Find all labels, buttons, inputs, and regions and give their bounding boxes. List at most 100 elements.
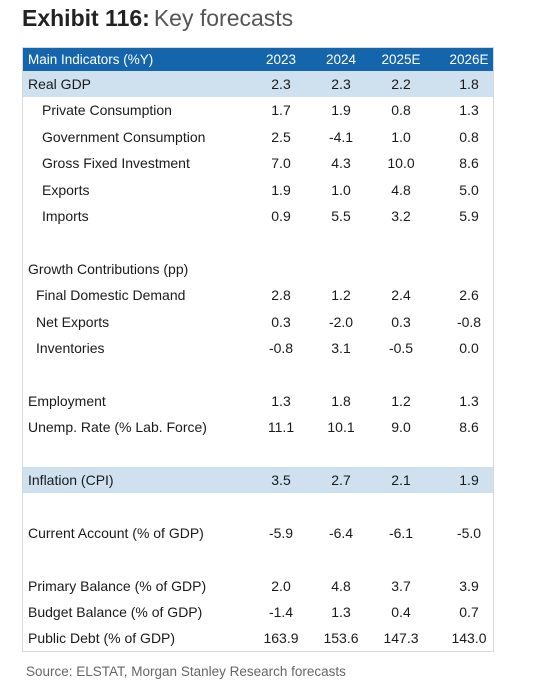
table-row: Private Consumption 1.7 1.9 0.8 1.3 (23, 97, 493, 123)
value-cell: 2.8 (271, 287, 291, 304)
forecast-table: Main Indicators (%Y) 2023 2024 2025E 2026E Re… (22, 47, 494, 652)
row-label: Gross Fixed Investment (42, 155, 190, 172)
row-label: Final Domestic Demand (36, 287, 186, 304)
value-cell: 2.3 (271, 76, 291, 92)
value-cell: 2.2 (391, 76, 411, 92)
value-cell: 2.0 (271, 577, 291, 594)
value-cell: 1.0 (331, 181, 351, 198)
value-cell: 0.0 (459, 340, 479, 356)
value-cell: 3.7 (391, 577, 411, 594)
value-cell: 5.0 (459, 181, 479, 198)
table-row: Gross Fixed Investment 7.0 4.3 10.0 8.6 (23, 150, 493, 176)
value-cell: 0.9 (271, 208, 291, 224)
row-label: Unemp. Rate (% Lab. Force) (28, 419, 207, 436)
value-cell: 1.9 (271, 181, 291, 198)
row-label: Current Account (% of GDP) (28, 524, 204, 541)
value-cell: 147.3 (383, 630, 419, 647)
value-cell: 3.1 (331, 340, 351, 356)
row-label: Inventories (36, 340, 105, 356)
value-cell: 1.3 (459, 392, 479, 409)
value-cell: 2.4 (391, 287, 411, 304)
exhibit-title: Key forecasts (153, 5, 294, 31)
value-cell: 2.3 (331, 76, 351, 92)
table-row: Unemp. Rate (% Lab. Force) 11.1 10.1 9.0 8.6 (23, 414, 493, 440)
value-cell: 11.1 (267, 419, 295, 436)
value-cell: 143.0 (451, 630, 487, 647)
value-cell: 8.6 (459, 155, 479, 172)
value-cell: 4.3 (331, 155, 351, 172)
value-cell: 10.1 (327, 419, 355, 436)
value-cell: -1.4 (268, 604, 294, 620)
table-row: Real GDP 2.3 2.3 2.2 1.8 (23, 71, 493, 98)
table-row: Public Debt (% of GDP) 163.9 153.6 147.3 143… (23, 625, 493, 651)
value-cell: 0.3 (391, 313, 411, 330)
value-cell: -0.8 (268, 340, 294, 356)
value-cell: 7.0 (271, 155, 291, 172)
column-header: 2023 (265, 52, 297, 67)
value-cell: 8.6 (459, 419, 479, 436)
value-cell: 153.6 (323, 630, 359, 647)
value-cell: 1.2 (331, 287, 351, 304)
value-cell: 1.3 (459, 102, 479, 119)
title: Exhibit 116: Key forecasts (22, 4, 293, 32)
value-cell: 1.8 (459, 76, 479, 92)
table-row: Inflation (CPI) 3.5 2.7 2.1 1.9 (23, 467, 493, 494)
value-cell: 5.5 (331, 208, 351, 224)
value-cell: 163.9 (263, 630, 299, 647)
value-cell: 1.9 (459, 472, 479, 488)
value-cell: 4.8 (391, 181, 411, 198)
row-label: Employment (28, 392, 106, 409)
row-label: Budget Balance (% of GDP) (28, 604, 203, 620)
value-cell: 0.3 (271, 313, 291, 330)
table-row: Net Exports 0.3 -2.0 0.3 -0.8 (23, 309, 493, 335)
row-label: Growth Contributions (pp) (28, 260, 189, 277)
column-header: 2025E (381, 52, 421, 67)
table-row: Current Account (% of GDP) -5.9 -6.4 -6.1 -5… (23, 520, 493, 546)
value-cell: -6.4 (328, 524, 354, 541)
value-cell: 3.2 (391, 208, 411, 224)
column-header: 2026E (449, 52, 489, 67)
row-label: Net Exports (36, 313, 110, 330)
value-cell: -0.8 (456, 313, 482, 330)
value-cell: 0.8 (459, 128, 479, 145)
header-row: Main Indicators (%Y) 2023 2024 2025E 2026E (23, 48, 493, 71)
value-cell: 1.3 (331, 604, 351, 620)
value-cell: 0.4 (391, 604, 411, 620)
value-cell: -2.0 (328, 313, 354, 330)
source-note: Source: ELSTAT, Morgan Stanley Research … (26, 664, 346, 679)
exhibit-number: Exhibit 116: (22, 5, 150, 31)
column-header: Main Indicators (%Y) (28, 52, 154, 67)
value-cell: -6.1 (388, 524, 414, 541)
row-label: Private Consumption (42, 102, 172, 119)
row-label: Primary Balance (% of GDP) (28, 577, 207, 594)
value-cell: 3.5 (271, 472, 291, 488)
value-cell: 2.1 (391, 472, 411, 488)
value-cell: -0.5 (388, 340, 414, 356)
value-cell: 3.9 (459, 577, 479, 594)
row-label: Real GDP (28, 76, 92, 92)
value-cell: 1.3 (271, 392, 291, 409)
value-cell: -4.1 (328, 128, 354, 145)
value-cell: 4.8 (331, 577, 351, 594)
table-row: Inventories -0.8 3.1 -0.5 0.0 (23, 335, 493, 361)
table-row: Primary Balance (% of GDP) 2.0 4.8 3.7 3.9 (23, 573, 493, 599)
row-label: Exports (42, 181, 90, 198)
value-cell: 1.2 (391, 392, 411, 409)
table-row: Employment 1.3 1.8 1.2 1.3 (23, 388, 493, 414)
value-cell: -5.0 (456, 524, 482, 541)
row-label: Government Consumption (42, 128, 206, 145)
value-cell: 1.7 (271, 102, 291, 119)
value-cell: 5.9 (459, 208, 479, 224)
value-cell: 1.0 (391, 128, 411, 145)
value-cell: 0.7 (459, 604, 479, 620)
value-cell: 2.6 (459, 287, 479, 304)
table-row: Imports 0.9 5.5 3.2 5.9 (23, 203, 493, 229)
column-header: 2024 (325, 52, 357, 67)
value-cell: 0.8 (391, 102, 411, 119)
value-cell: 9.0 (391, 419, 411, 436)
value-cell: 1.9 (331, 102, 351, 119)
value-cell: 10.0 (387, 155, 415, 172)
table-row: Final Domestic Demand 2.8 1.2 2.4 2.6 (23, 282, 493, 308)
table-row: Growth Contributions (pp) (23, 256, 493, 282)
